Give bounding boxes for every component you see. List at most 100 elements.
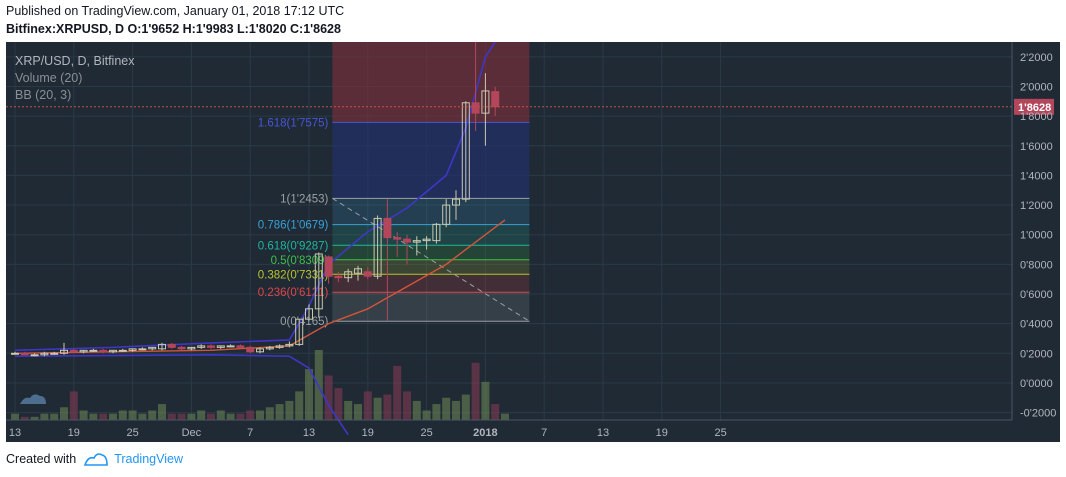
volume-bar (256, 410, 264, 420)
time-tick-label: 19 (656, 427, 668, 439)
price-tick-label: 1'0000 (1020, 230, 1053, 242)
legend-title: XRP/USD, D, Bitfinex (15, 54, 135, 68)
footer: Created with TradingView (6, 452, 183, 466)
volume-bar (40, 413, 49, 420)
volume-bar (236, 413, 245, 420)
fib-zone (332, 198, 530, 225)
candle-body (324, 256, 333, 277)
fibonacci-retracement[interactable]: 1.618(1'7575) 1(1'2453) 0.786(1'0679) 0.618… (258, 42, 530, 328)
volume-bar (128, 410, 137, 420)
price-tick-label: 0'6000 (1020, 289, 1053, 301)
candle-body (148, 346, 157, 350)
candle-body (109, 349, 117, 353)
footer-created-with: Created with (6, 452, 77, 466)
price-axis[interactable]: 2'2000 2'0000 1'8000 1'6000 1'4000 1'2000 1'00… (1011, 42, 1056, 420)
volume-bar (295, 391, 304, 420)
time-tick-label: 2018 (473, 427, 497, 439)
last-price-label: 1'8628 (1018, 102, 1051, 114)
footer-brand-link[interactable]: TradingView (114, 452, 183, 466)
volume-bar (275, 404, 284, 420)
volume-bar (69, 391, 78, 420)
fib-level-label: 1.618(1'7575) (258, 117, 329, 129)
candle-body (118, 349, 127, 352)
volume-bar (442, 397, 451, 420)
fib-zone (332, 259, 530, 275)
fib-zone-1618 (332, 122, 530, 199)
volume-bar (79, 410, 88, 420)
volume-bar (89, 413, 98, 420)
candle-body (246, 346, 255, 353)
volume-bar (216, 410, 225, 420)
tradingview-logo-icon (84, 453, 108, 466)
candle-body (334, 275, 343, 279)
fib-zone (332, 245, 530, 260)
time-axis[interactable]: 13 19 25 Dec 7 13 19 25 2018 7 13 19 25 (6, 419, 1012, 439)
time-tick-label: 25 (126, 427, 138, 439)
candle-body (452, 198, 460, 206)
candle-body (40, 352, 49, 356)
candle-body (60, 349, 68, 354)
price-tick-label: 0'0000 (1020, 378, 1053, 390)
time-tick-label: 25 (714, 427, 726, 439)
time-tick-label: 19 (68, 427, 80, 439)
candle-body (491, 91, 500, 108)
volume-bar (187, 413, 196, 420)
volume-bar (177, 413, 186, 420)
candle-body (461, 102, 470, 200)
price-tick-label: 0'4000 (1020, 319, 1053, 331)
volume-bar (393, 365, 402, 420)
volume-bar (354, 404, 362, 420)
candle-body (30, 354, 39, 357)
candle-body (305, 308, 313, 320)
price-tick-label: 1'2000 (1020, 200, 1053, 212)
volume-bar (246, 410, 255, 420)
volume-bar (501, 413, 509, 420)
legend-bb: BB (20, 3) (15, 88, 71, 102)
candle-body (207, 345, 215, 348)
volume-bar (305, 369, 313, 420)
volume-bar (20, 416, 29, 420)
fib-trend-line (332, 197, 530, 322)
bb-basis-line (14, 219, 506, 354)
volume-bar (334, 388, 343, 420)
volume-bar (50, 413, 59, 420)
candle-body (344, 271, 353, 279)
candle-body (363, 271, 372, 277)
candle-body (138, 348, 147, 351)
candle-body (393, 237, 402, 240)
volume-bar (412, 400, 421, 420)
time-tick-label: 19 (362, 427, 374, 439)
fib-level-label: 0.382(0'7331) (258, 269, 329, 281)
symbol-ohlc-line: Bitfinex:XRPUSD, D O:1'9652 H:1'9983 L:1… (6, 22, 341, 36)
price-tick-label: 2'2000 (1020, 52, 1053, 64)
volume-bar (118, 410, 127, 420)
fib-zone (332, 292, 530, 322)
volume-bar (491, 404, 500, 420)
tradingview-watermark-icon (20, 394, 46, 404)
price-tick-label: 0'2000 (1020, 348, 1053, 360)
candle-body (383, 217, 392, 239)
candle-body (354, 268, 362, 274)
volume-bar (285, 400, 294, 420)
volume-bar (109, 413, 117, 420)
volume-bar (452, 400, 460, 420)
price-tick-label: 2'0000 (1020, 81, 1053, 93)
volume-bar (197, 410, 206, 420)
last-price-badge (1014, 98, 1054, 115)
candle-body (216, 345, 225, 348)
candle-body (275, 345, 284, 348)
volume-bar (265, 407, 274, 420)
fib-zone (332, 224, 530, 246)
volume-bar (344, 400, 353, 420)
volume-bar (148, 410, 157, 420)
candle-body (285, 343, 294, 347)
candle-body (471, 102, 480, 114)
candlestick-chart[interactable]: 1.618(1'7575) 1(1'2453) 0.786(1'0679) 0.618… (6, 42, 1060, 442)
candle-body (20, 352, 29, 356)
volume-bar (403, 391, 411, 420)
candle-body (11, 352, 19, 355)
candle-body (158, 343, 166, 350)
volume-bar (11, 413, 19, 420)
volume-bar (471, 362, 480, 420)
price-tick-label: 0'8000 (1020, 259, 1053, 271)
